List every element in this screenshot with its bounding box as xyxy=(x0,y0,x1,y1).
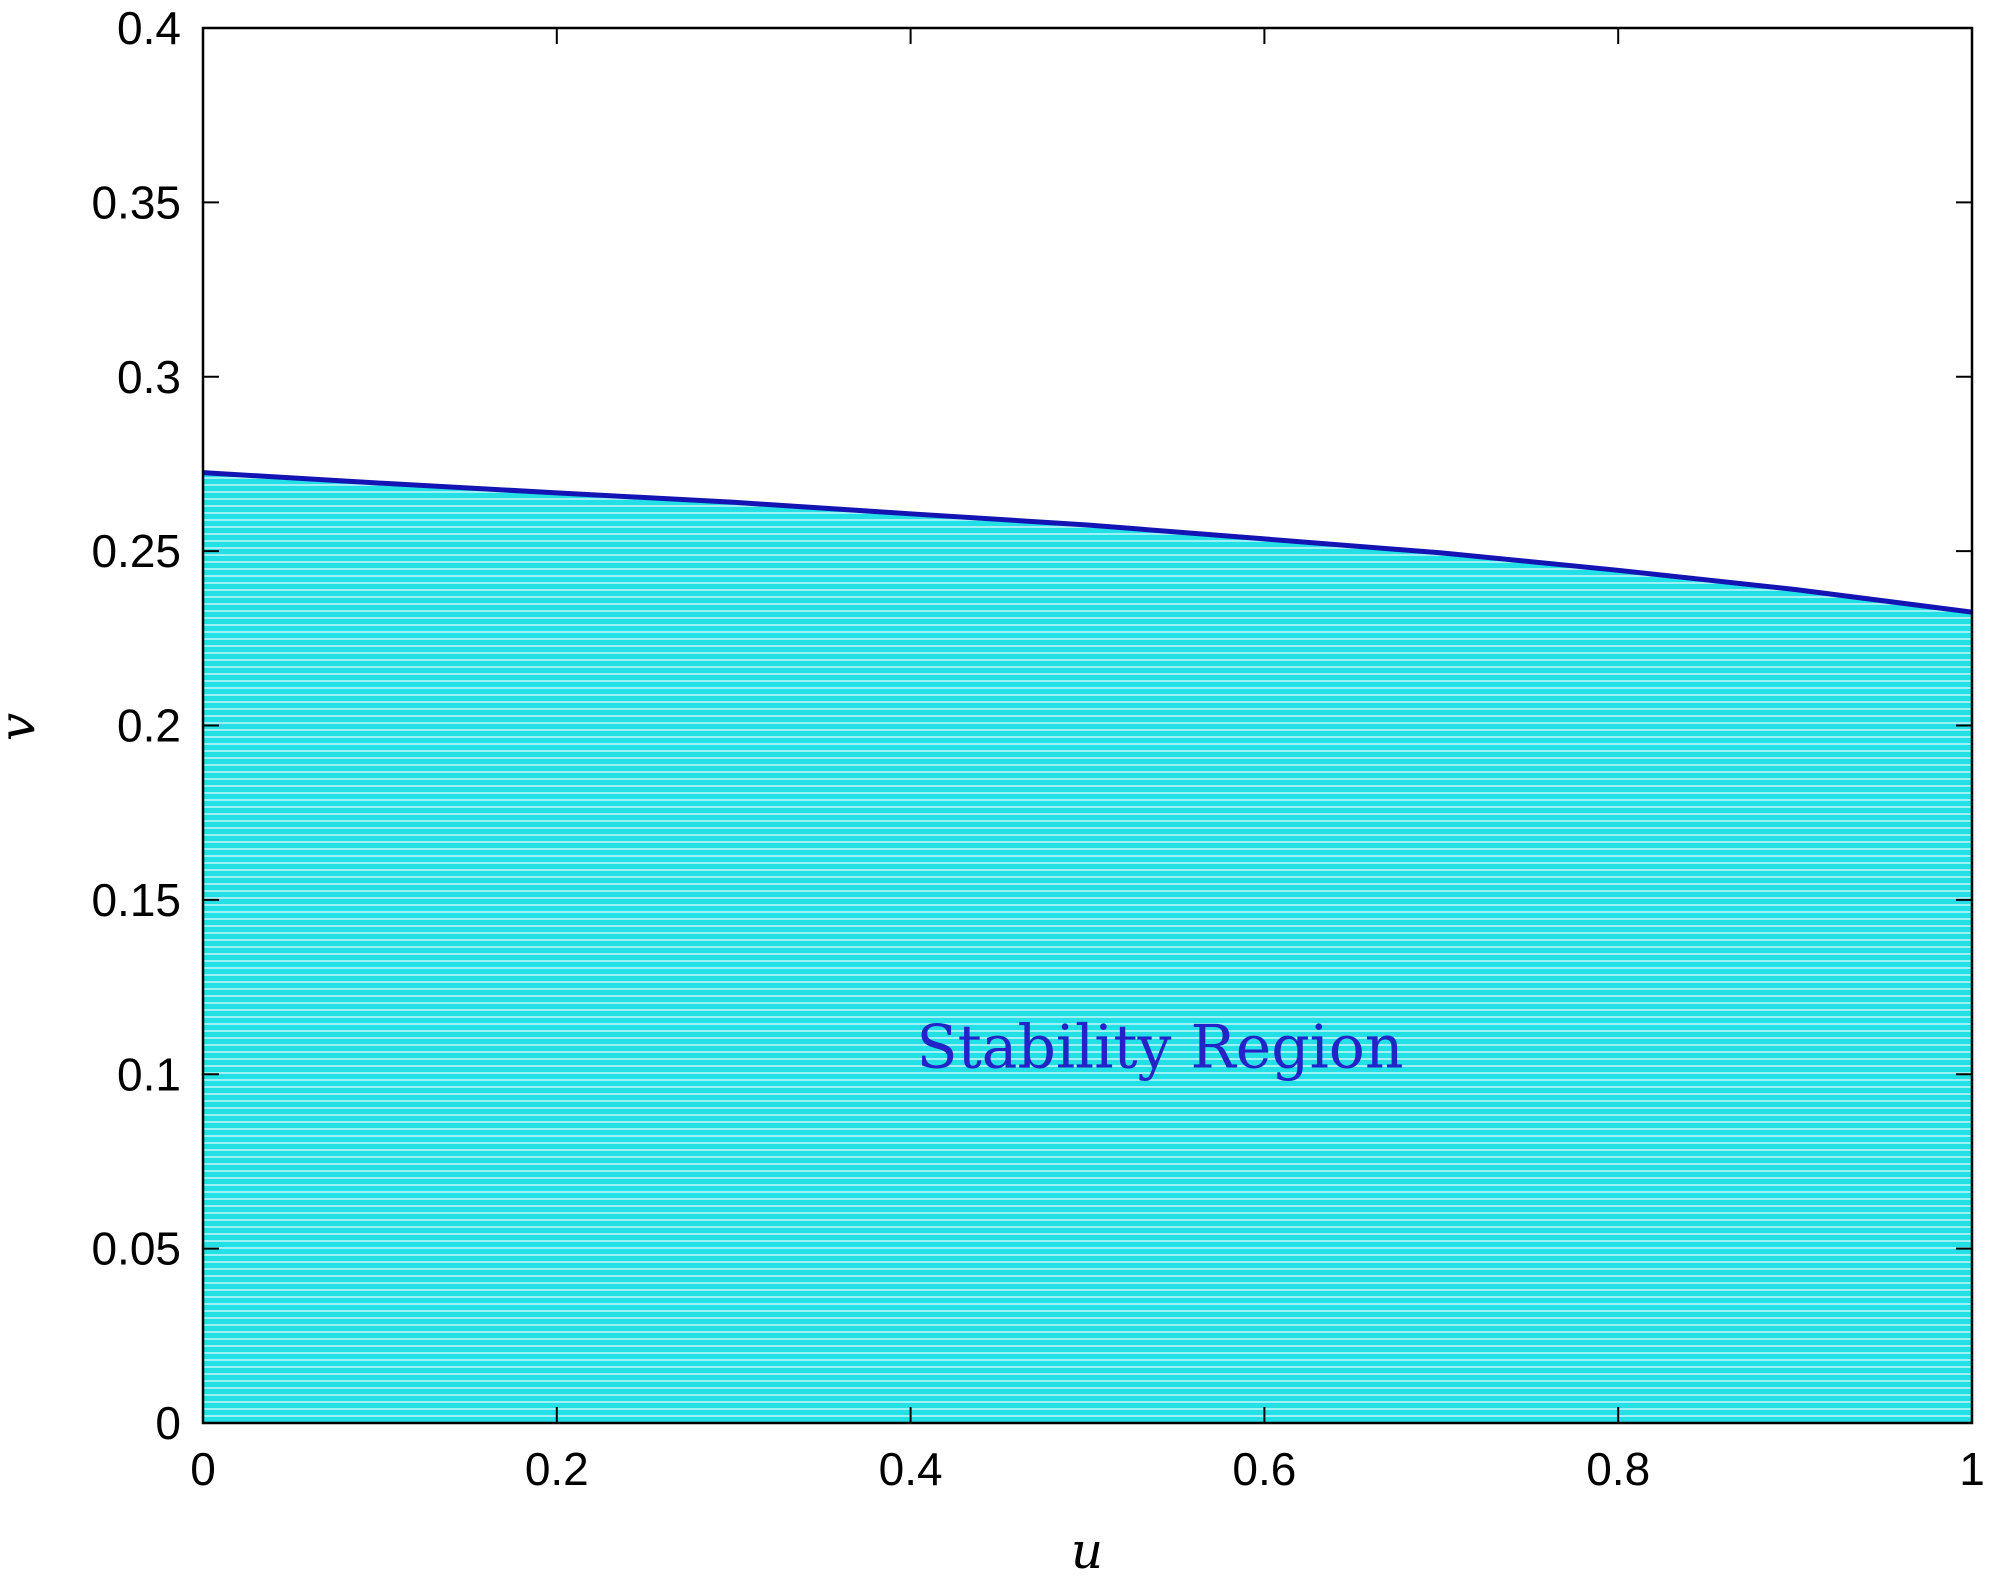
stability-region-fill xyxy=(203,472,1972,1423)
x-tick-label: 0 xyxy=(190,1443,216,1495)
y-tick-label: 0.15 xyxy=(91,874,181,926)
y-tick-label: 0.2 xyxy=(117,700,181,752)
y-tick-label: 0.4 xyxy=(117,2,181,54)
stability-region-annotation: Stability Region xyxy=(916,1012,1403,1082)
x-tick-label: 1 xyxy=(1959,1443,1985,1495)
stability-region-hatching xyxy=(203,477,1972,1417)
y-tick-label: 0.1 xyxy=(117,1048,181,1100)
x-tick-label: 0.6 xyxy=(1232,1443,1296,1495)
x-axis-label: u xyxy=(1071,1522,1103,1580)
y-tick-label: 0.35 xyxy=(91,176,181,228)
y-tick-label: 0.05 xyxy=(91,1223,181,1275)
y-tick-label: 0.3 xyxy=(117,351,181,403)
x-tick-label: 0.2 xyxy=(525,1443,589,1495)
x-tick-label: 0.8 xyxy=(1586,1443,1650,1495)
y-tick-label: 0 xyxy=(155,1397,181,1449)
y-axis-label: v xyxy=(0,713,46,741)
x-tick-label: 0.4 xyxy=(879,1443,943,1495)
stability-boundary-line xyxy=(203,470,1972,615)
y-tick-label: 0.25 xyxy=(91,525,181,577)
